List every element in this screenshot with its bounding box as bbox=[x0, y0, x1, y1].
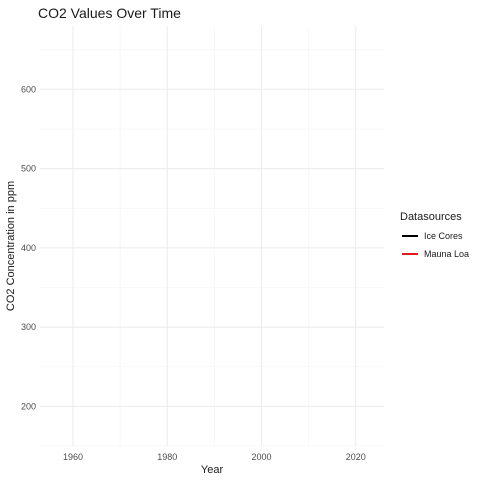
x-tick-label: 1980 bbox=[157, 452, 177, 462]
y-tick-label: 300 bbox=[21, 322, 36, 332]
chart-title: CO2 Values Over Time bbox=[38, 5, 181, 21]
y-tick-label: 600 bbox=[21, 84, 36, 94]
y-axis-title: CO2 Concentration in ppm bbox=[5, 181, 17, 311]
legend-title: Datasources bbox=[400, 211, 462, 223]
y-tick-label: 500 bbox=[21, 164, 36, 174]
legend-label: Mauna Loa bbox=[424, 249, 469, 259]
x-tick-label: 2020 bbox=[346, 452, 366, 462]
y-tick-label: 200 bbox=[21, 401, 36, 411]
x-tick-label: 1960 bbox=[63, 452, 83, 462]
x-axis-title: Year bbox=[201, 464, 224, 476]
y-tick-label: 400 bbox=[21, 243, 36, 253]
x-tick-label: 2000 bbox=[251, 452, 271, 462]
y-tick-labels: 200 300 400 500 600 bbox=[21, 84, 36, 411]
grid-lines bbox=[40, 26, 384, 447]
x-tick-labels: 1960 1980 2000 2020 bbox=[63, 452, 366, 462]
legend: Datasources Ice Cores Mauna Loa bbox=[400, 211, 469, 259]
legend-label: Ice Cores bbox=[424, 231, 463, 241]
